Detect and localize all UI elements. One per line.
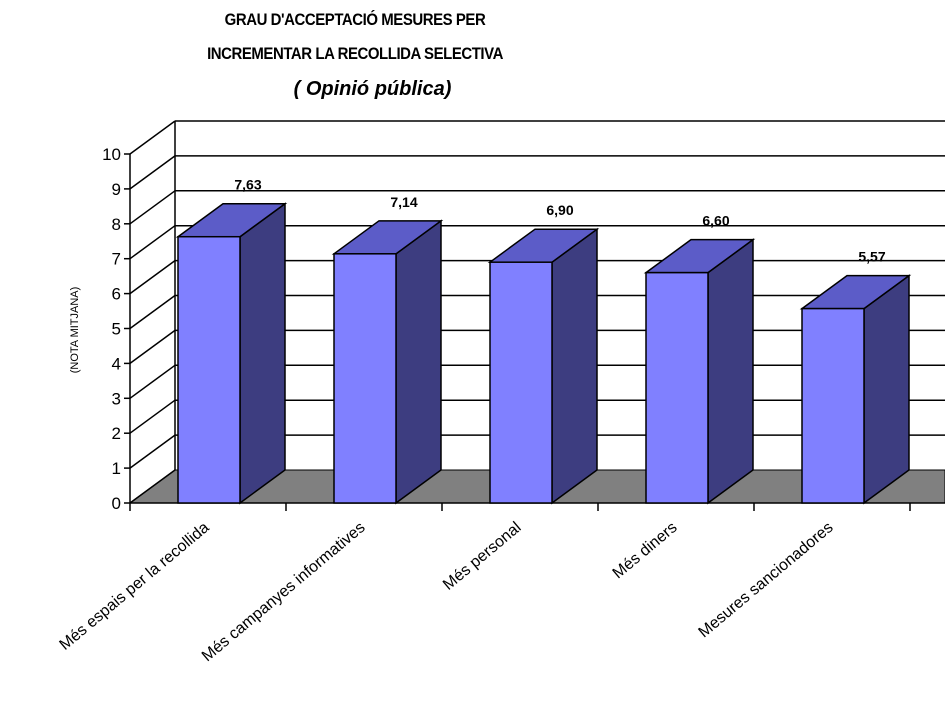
bar-side-1 xyxy=(395,219,442,505)
bar-1 xyxy=(333,253,397,504)
bar-2 xyxy=(489,261,553,504)
bar-4 xyxy=(801,307,865,504)
x-tick-label-0: Més espais per la recollida xyxy=(57,519,213,654)
wall-gridline-5 xyxy=(129,294,176,330)
bar-side-0 xyxy=(239,202,286,505)
data-label-2: 6,90 xyxy=(546,202,573,218)
y-tick-label-4: 4 xyxy=(112,354,121,373)
data-label-3: 6,60 xyxy=(702,213,729,229)
y-tick-label-5: 5 xyxy=(112,320,121,339)
x-tick-label-1: Més campanyes informatives xyxy=(199,519,369,665)
wall-gridline-1 xyxy=(129,434,176,469)
bar-side-2 xyxy=(551,227,598,505)
x-tick-label-4: Mesures sancionadores xyxy=(696,519,837,641)
y-tick-label-0: 0 xyxy=(112,494,121,513)
wall-gridline-0 xyxy=(129,469,176,504)
chart-subtitle: ( Opinió pública) xyxy=(293,78,452,100)
wall-gridline-3 xyxy=(129,364,176,399)
data-label-1: 7,14 xyxy=(390,194,417,210)
y-tick-label-9: 9 xyxy=(112,180,121,199)
y-tick-label-6: 6 xyxy=(112,285,121,304)
data-label-4: 5,57 xyxy=(858,249,885,265)
y-tick-label-8: 8 xyxy=(112,215,121,234)
y-tick-label-7: 7 xyxy=(112,250,121,269)
wall-gridline-4 xyxy=(129,329,176,365)
y-axis-label: (NOTA MITJANA) xyxy=(69,287,81,374)
chart-title-line-1: GRAU D'ACCEPTACIÓ MESURES PER xyxy=(224,10,486,29)
wall-gridline-2 xyxy=(129,399,176,434)
wall-gridline-7 xyxy=(129,225,176,260)
wall-gridline-9 xyxy=(129,155,176,190)
bar-side-4 xyxy=(863,274,910,505)
wall-gridline-10 xyxy=(129,120,176,155)
bar-side-3 xyxy=(707,238,754,505)
x-tick-label-2: Més personal xyxy=(440,519,525,594)
chart-title-line-2: INCREMENTAR LA RECOLLIDA SELECTIVA xyxy=(207,44,503,63)
bar-0 xyxy=(177,235,241,504)
wall-gridline-8 xyxy=(129,190,176,225)
y-tick-label-3: 3 xyxy=(112,389,121,408)
y-tick-label-10: 10 xyxy=(102,145,121,164)
y-tick-label-2: 2 xyxy=(112,424,121,443)
data-label-0: 7,63 xyxy=(234,177,261,193)
x-tick-label-3: Més diners xyxy=(610,519,681,582)
bar-3 xyxy=(645,271,709,504)
wall-gridline-6 xyxy=(129,259,176,295)
y-tick-label-1: 1 xyxy=(112,459,121,478)
